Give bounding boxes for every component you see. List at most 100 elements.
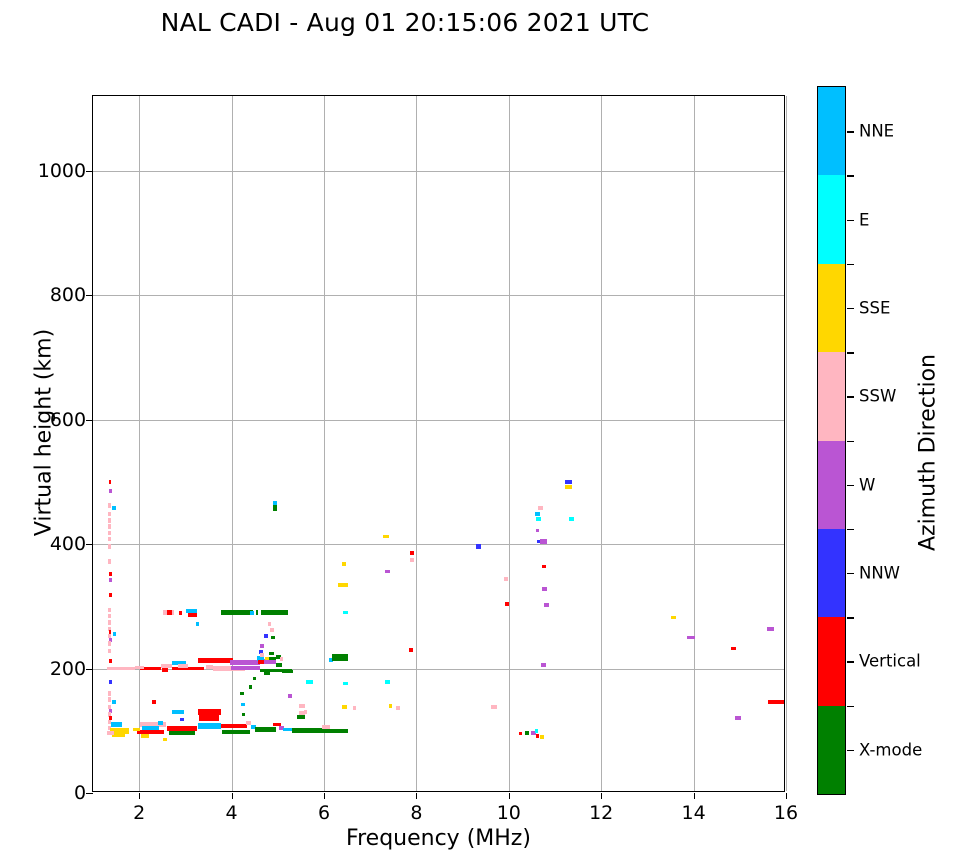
colorbar-segment-sse[interactable] xyxy=(818,263,845,353)
echo-trace-segment xyxy=(166,610,172,615)
echo-trace-segment xyxy=(107,536,111,542)
x-tick-label: 6 xyxy=(317,802,331,824)
echo-trace-segment xyxy=(199,666,204,671)
echo-trace-segment xyxy=(273,500,277,506)
echo-trace-segment xyxy=(107,626,111,631)
echo-trace-segment xyxy=(107,641,111,646)
colorbar-boundary-tick xyxy=(847,617,854,619)
echo-trace-segment xyxy=(168,731,195,736)
colorbar-tick-mark xyxy=(847,396,854,398)
echo-trace-segment xyxy=(268,651,275,656)
echo-trace-segment xyxy=(297,714,305,720)
colorbar-segment-x-mode[interactable] xyxy=(818,705,845,794)
echo-trace-segment xyxy=(107,512,111,517)
echo-trace-segment xyxy=(343,610,348,615)
y-tick-mark xyxy=(86,295,93,297)
echo-trace-segment xyxy=(565,479,572,484)
echo-trace-segment xyxy=(222,729,251,735)
echo-trace-segment xyxy=(108,479,112,484)
page-title: NAL CADI - Aug 01 20:15:06 2021 UTC xyxy=(160,8,650,37)
echo-trace-segment xyxy=(279,657,284,662)
echo-trace-segment xyxy=(137,729,165,735)
echo-trace-segment xyxy=(384,680,390,685)
y-tick-label: 0 xyxy=(74,782,87,804)
echo-trace-segment xyxy=(188,612,198,618)
echo-trace-segment xyxy=(107,719,111,725)
echo-trace-segment xyxy=(171,710,184,714)
echo-trace-segment xyxy=(328,657,334,662)
echo-trace-segment xyxy=(255,610,259,615)
echo-trace-segment xyxy=(327,728,348,733)
echo-trace-segment xyxy=(171,666,200,671)
echo-trace-segment xyxy=(540,539,547,544)
colorbar-segment-nnw[interactable] xyxy=(818,528,845,618)
data-points-layer xyxy=(93,96,784,791)
echo-trace-segment xyxy=(178,611,182,615)
gridline-vertical xyxy=(786,96,787,791)
echo-trace-segment xyxy=(768,700,784,704)
x-tick-mark xyxy=(139,793,141,799)
echo-trace-segment xyxy=(257,656,264,661)
colorbar-segment-w[interactable] xyxy=(818,440,845,529)
colorbar-boundary-tick xyxy=(847,175,854,177)
colorbar-segment-ssw[interactable] xyxy=(818,352,845,441)
gridline-vertical xyxy=(231,96,233,791)
x-tick-mark xyxy=(416,793,418,799)
colorbar-label-vertical: Vertical xyxy=(859,651,921,671)
y-tick-mark xyxy=(86,544,93,546)
colorbar-segment-e[interactable] xyxy=(818,175,845,264)
gridline-horizontal xyxy=(93,668,784,670)
echo-trace-segment xyxy=(108,559,111,564)
echo-trace-segment xyxy=(303,710,308,714)
echo-trace-segment xyxy=(109,727,130,734)
azimuth-colorbar[interactable]: NNE E SSE SSW W NNW Vertical X-mode xyxy=(817,86,922,795)
echo-trace-segment xyxy=(275,655,281,660)
colorbar-segment-nne[interactable] xyxy=(818,87,845,176)
echo-trace-segment xyxy=(230,665,261,671)
echo-trace-segment xyxy=(275,662,283,667)
colorbar-label-ssw: SSW xyxy=(859,386,897,406)
echo-trace-segment xyxy=(198,722,222,729)
echo-trace-segment xyxy=(251,725,256,729)
echo-trace-segment xyxy=(264,656,269,661)
echo-trace-segment xyxy=(766,626,774,631)
colorbar-tick-mark xyxy=(847,219,854,221)
echo-trace-segment xyxy=(109,658,112,664)
echo-trace-segment xyxy=(322,725,330,729)
echo-trace-segment xyxy=(534,512,541,517)
echo-trace-segment xyxy=(306,680,313,685)
x-tick-label: 2 xyxy=(133,802,146,824)
echo-trace-segment xyxy=(332,653,349,661)
echo-trace-segment xyxy=(269,656,276,661)
echo-trace-segment xyxy=(287,694,292,698)
echo-trace-segment xyxy=(205,665,214,670)
echo-trace-segment xyxy=(491,705,497,709)
echo-trace-segment xyxy=(107,607,111,613)
echo-trace-segment xyxy=(278,726,285,731)
echo-trace-segment xyxy=(107,530,111,536)
grid-lines xyxy=(93,96,787,791)
echo-trace-segment xyxy=(107,614,111,619)
echo-trace-segment xyxy=(109,488,112,494)
echo-trace-segment xyxy=(163,737,167,742)
gridline-vertical xyxy=(139,96,141,791)
echo-trace-segment xyxy=(396,706,400,711)
echo-trace-segment xyxy=(132,727,141,732)
echo-trace-segment xyxy=(409,558,414,563)
echo-trace-segment xyxy=(273,505,277,511)
x-tick-mark xyxy=(601,793,603,799)
echo-trace-segment xyxy=(108,680,113,685)
colorbar-segment-vertical[interactable] xyxy=(818,617,845,706)
x-tick-label: 12 xyxy=(589,802,614,824)
echo-trace-segment xyxy=(198,709,222,715)
echo-trace-segment xyxy=(157,721,164,726)
echo-trace-segment xyxy=(221,610,253,615)
echo-trace-segment xyxy=(263,671,271,676)
x-tick-label: 14 xyxy=(681,802,706,824)
echo-trace-segment xyxy=(152,700,156,704)
echo-trace-segment xyxy=(107,544,111,549)
y-axis-label: Virtual height (km) xyxy=(31,328,57,537)
colorbar-label-w: W xyxy=(859,475,876,495)
echo-trace-segment xyxy=(530,731,536,736)
colorbar-tick-mark xyxy=(847,749,854,752)
